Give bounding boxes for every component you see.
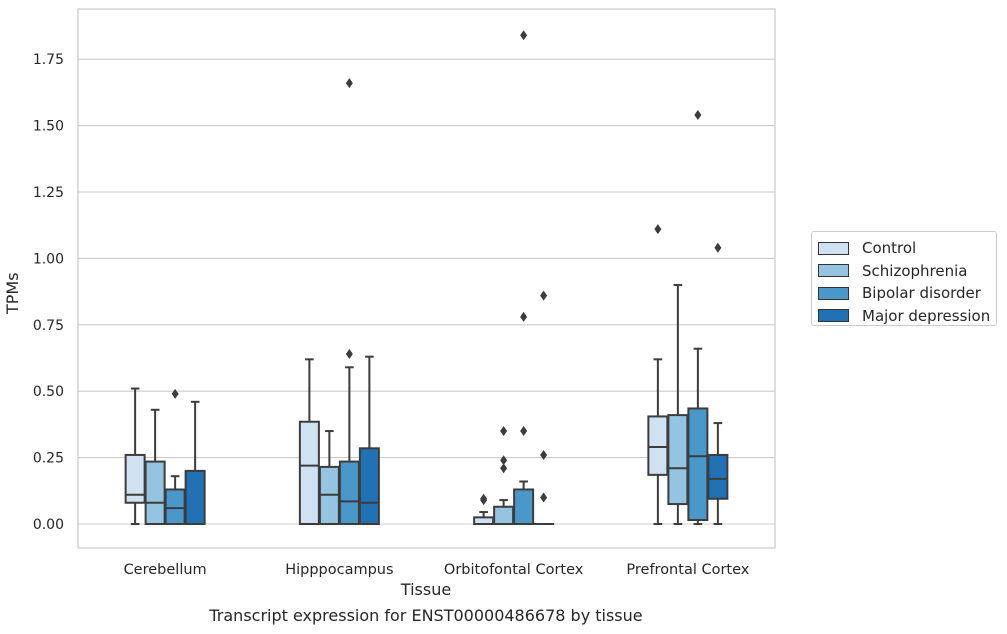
y-tick-label: 1.25 [33, 185, 64, 201]
x-tick-label: Cerebellum [124, 562, 207, 578]
x-axis-label: Tissue [400, 580, 452, 599]
box-3-0 [184, 400, 206, 526]
outlier-point [500, 455, 508, 466]
box-2-0 [164, 388, 186, 525]
iqr-box [358, 447, 380, 525]
iqr-box [687, 407, 709, 522]
box-2-3 [687, 109, 709, 525]
box-1-1 [318, 430, 340, 525]
legend-swatch [818, 286, 849, 300]
legend-swatch [818, 264, 849, 278]
y-tick-label: 0.25 [33, 451, 64, 467]
outlier-point [694, 109, 702, 120]
outlier-point [654, 224, 662, 235]
iqr-box [144, 460, 166, 526]
outlier-point [500, 463, 508, 474]
box-2-2 [513, 30, 535, 525]
legend-item-control: Control [818, 237, 996, 260]
box-1-0 [144, 408, 166, 526]
legend-label: Schizophrenia [862, 261, 968, 280]
legend-swatch [818, 241, 849, 255]
y-tick-labels: 0.00 0.25 0.50 0.75 1.00 1.25 1.50 1.75 [33, 52, 64, 533]
box-0-1 [298, 358, 320, 525]
outlier-point [171, 388, 179, 399]
iqr-box [298, 420, 320, 525]
box-1-3 [667, 283, 689, 525]
outlier-point [540, 290, 548, 301]
outlier-point [520, 311, 528, 322]
y-tick-label: 1.50 [33, 119, 64, 135]
chart-title: Transcript expression for ENST0000048667… [209, 606, 643, 625]
y-tick-label: 1.75 [33, 52, 64, 68]
outlier-point [345, 349, 353, 360]
iqr-box [647, 415, 669, 476]
iqr-box [338, 460, 360, 526]
box-0-2 [473, 493, 495, 525]
legend-item-major-depression: Major depression [818, 305, 996, 328]
outlier-point [345, 78, 353, 89]
outlier-point [520, 426, 528, 437]
box-3-1 [358, 355, 380, 525]
iqr-box [513, 488, 535, 525]
legend: Control Schizophrenia Bipolar disorder M… [811, 231, 997, 326]
legend-label: Control [862, 239, 917, 258]
outlier-point [480, 493, 488, 504]
y-tick-label: 0.50 [33, 384, 64, 400]
box-3-3 [707, 242, 729, 525]
box-0-0 [124, 387, 146, 525]
box-3-2 [533, 290, 555, 526]
legend-item-bipolar-disorder: Bipolar disorder [818, 282, 996, 305]
outlier-point [520, 30, 528, 41]
x-tick-labels: Cerebellum Hipppocampus Orbitofontal Corte… [124, 562, 750, 578]
y-tick-label: 1.00 [33, 251, 64, 267]
box-0-3 [647, 224, 669, 525]
outlier-point [500, 426, 508, 437]
iqr-box [184, 469, 206, 526]
legend-item-schizophrenia: Schizophrenia [818, 260, 996, 283]
x-tick-label: Hipppocampus [285, 562, 393, 578]
iqr-box [164, 488, 186, 525]
box-1-2 [493, 426, 515, 525]
outlier-point [714, 242, 722, 253]
y-tick-label: 0.00 [33, 517, 64, 533]
legend-label: Major depression [862, 306, 991, 325]
outlier-point [540, 492, 548, 503]
iqr-box [667, 414, 689, 506]
x-tick-label: Prefrontal Cortex [626, 562, 749, 578]
plot-frame [77, 8, 776, 549]
legend-label: Bipolar disorder [862, 284, 981, 303]
legend-swatch [818, 309, 849, 323]
iqr-box [493, 505, 515, 525]
outlier-point [540, 449, 548, 460]
x-tick-label: Orbitofontal Cortex [444, 562, 584, 578]
iqr-box [707, 453, 729, 500]
boxes [124, 30, 729, 526]
y-tick-label: 0.75 [33, 318, 64, 334]
y-axis-label: TPMs [3, 272, 22, 314]
